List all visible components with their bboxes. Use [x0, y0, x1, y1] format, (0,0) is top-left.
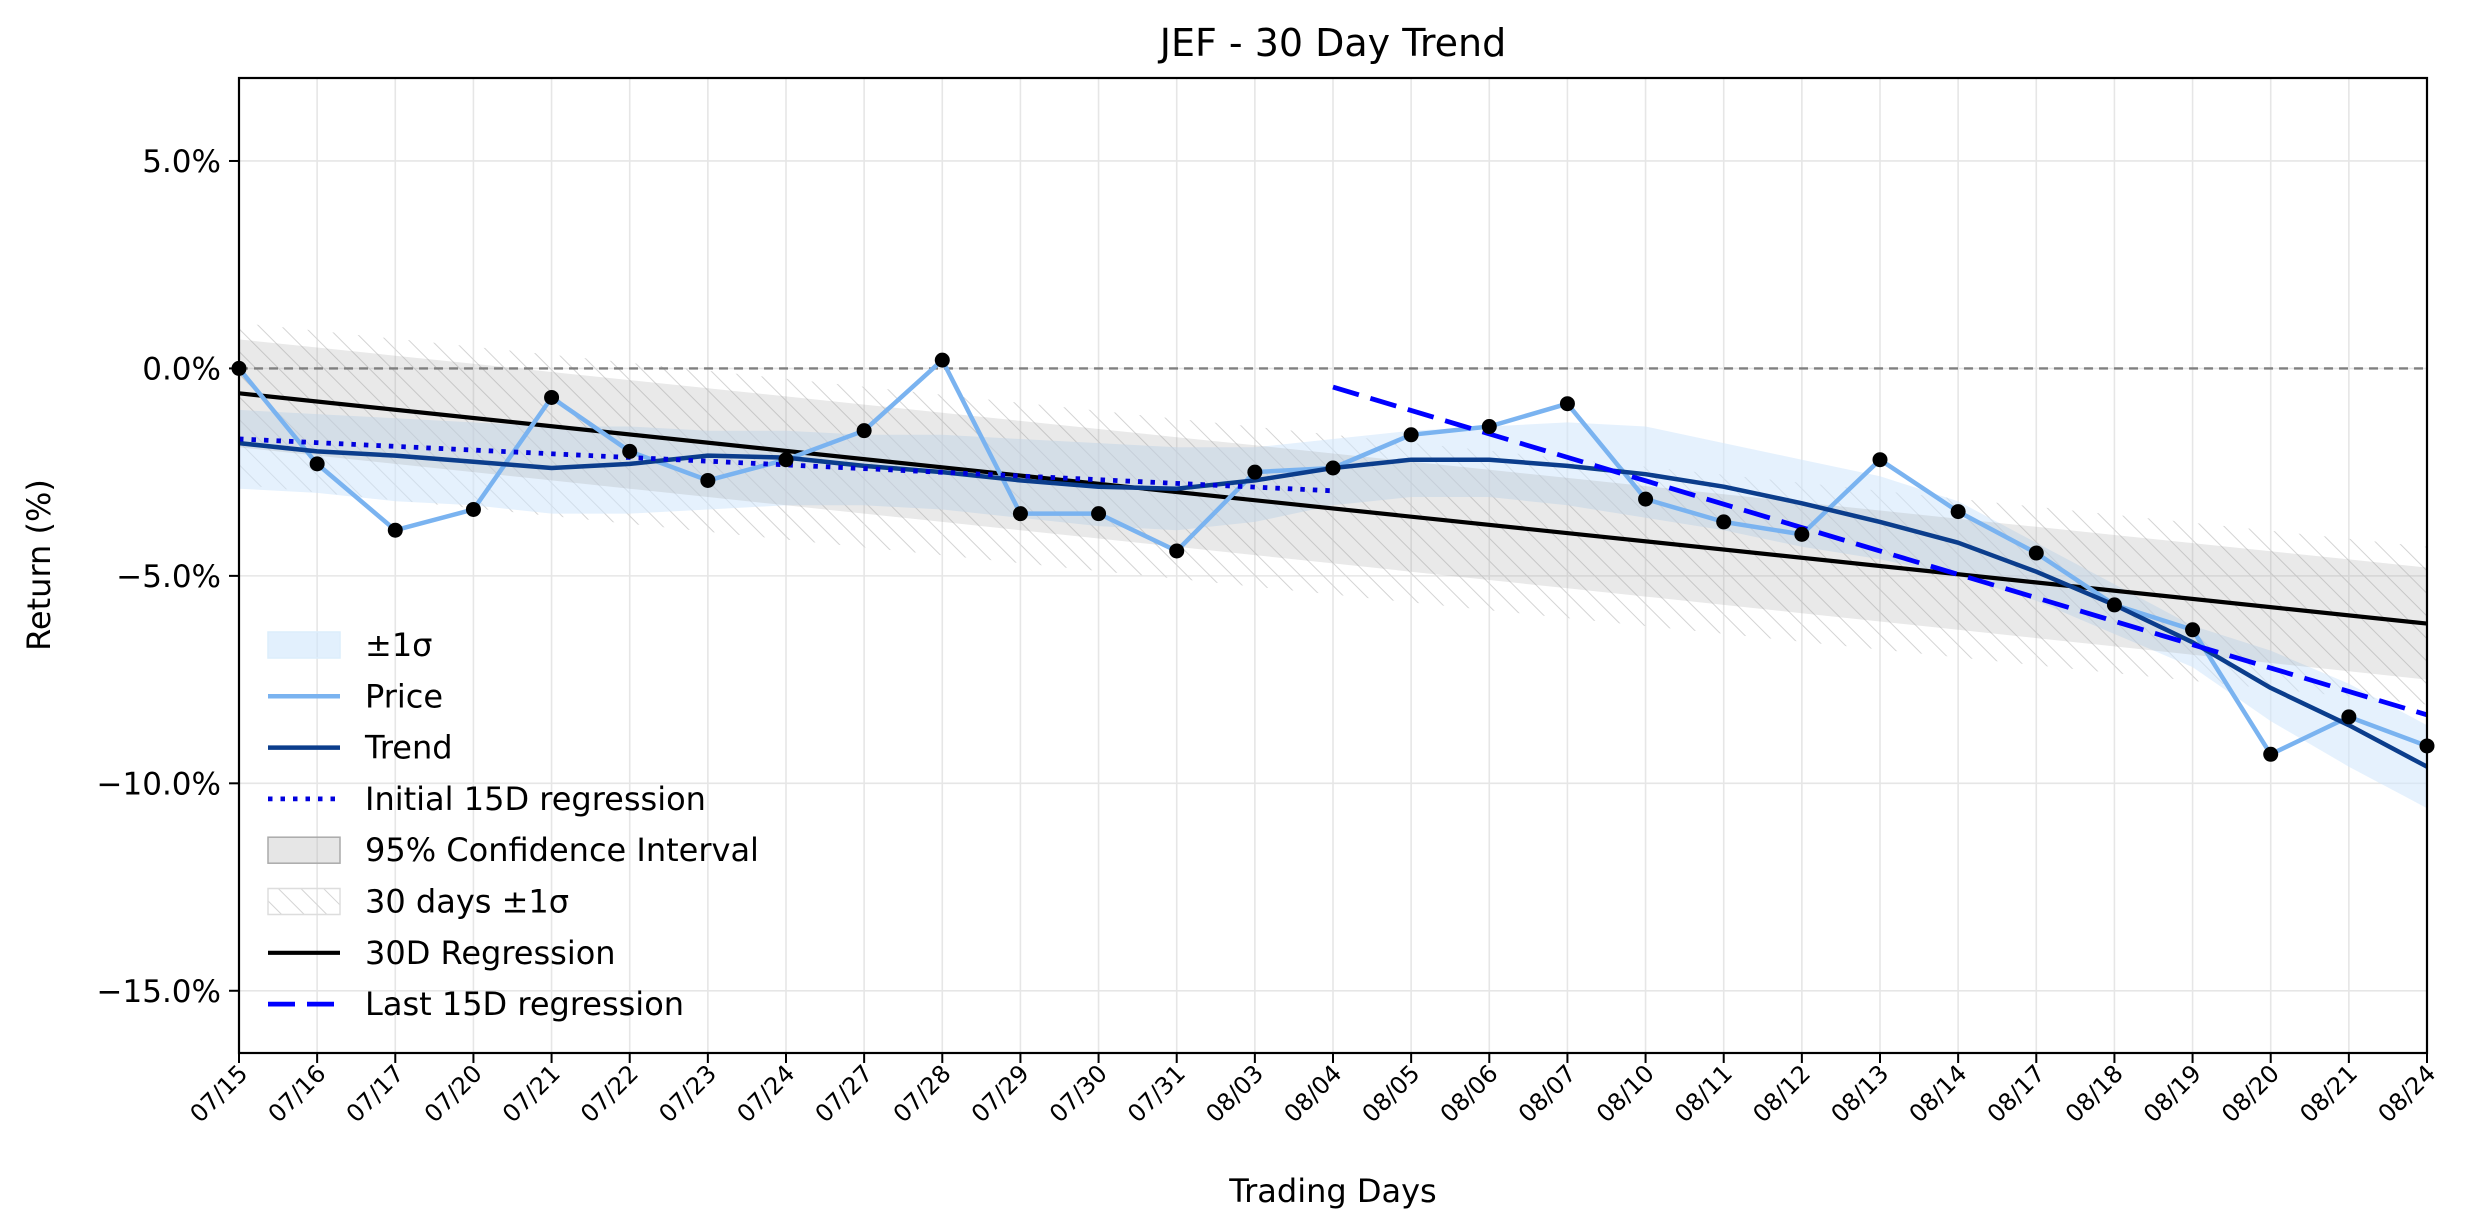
price-point — [309, 456, 325, 472]
legend-item: Price — [268, 677, 443, 715]
x-tick-label: 07/27 — [810, 1059, 879, 1128]
y-tick-label: −15.0% — [97, 974, 221, 1010]
x-tick-label: 07/16 — [263, 1059, 332, 1128]
legend-label: 30D Regression — [365, 934, 616, 972]
legend-item: 95% Confidence Interval — [267, 831, 759, 869]
x-tick-label: 07/17 — [341, 1059, 410, 1128]
price-point — [2263, 746, 2279, 762]
price-point — [856, 423, 872, 439]
x-tick-label: 08/17 — [1982, 1059, 2051, 1128]
legend-swatch — [267, 631, 341, 659]
legend-label: Price — [365, 677, 443, 715]
legend-item: 30 days ±1σ — [267, 883, 569, 921]
x-axis-label: Trading Days — [1228, 1172, 1436, 1210]
legend-label: 95% Confidence Interval — [365, 831, 759, 869]
legend-label: Trend — [364, 729, 453, 767]
legend-swatch — [267, 887, 341, 916]
price-point — [1247, 464, 1263, 480]
x-tick-label: 08/11 — [1669, 1059, 1738, 1128]
price-point — [1091, 506, 1107, 522]
legend-label: Initial 15D regression — [365, 780, 706, 818]
legend-label: ±1σ — [365, 626, 432, 664]
price-point — [387, 522, 403, 538]
y-tick-label: −10.0% — [97, 766, 221, 802]
x-tick-label: 08/18 — [2060, 1059, 2129, 1128]
legend-item: ±1σ — [267, 626, 432, 664]
x-tick-label: 08/14 — [1904, 1059, 1973, 1128]
price-point — [1638, 491, 1654, 507]
legend-item: Last 15D regression — [268, 985, 684, 1023]
x-tick-label: 07/22 — [575, 1059, 644, 1128]
x-tick-label: 08/12 — [1747, 1059, 1816, 1128]
x-tick-label: 07/15 — [185, 1059, 254, 1128]
x-tick-label: 08/20 — [2216, 1059, 2285, 1128]
price-point — [1872, 452, 1888, 468]
legend-item: Initial 15D regression — [268, 780, 706, 818]
price-point — [1325, 460, 1341, 476]
x-tick-label: 08/07 — [1513, 1059, 1582, 1128]
x-tick-label: 07/28 — [888, 1059, 957, 1128]
x-tick-label: 08/19 — [2138, 1059, 2207, 1128]
legend-label: 30 days ±1σ — [365, 883, 569, 921]
y-axis-label: Return (%) — [20, 479, 58, 651]
price-point — [1481, 419, 1497, 435]
x-tick-label: 08/13 — [1826, 1059, 1895, 1128]
hatch-band — [239, 322, 2427, 705]
y-tick-label: 5.0% — [142, 144, 221, 180]
price-point — [2341, 709, 2357, 725]
x-tick-label: 07/20 — [419, 1059, 488, 1128]
price-point — [700, 472, 716, 488]
price-point — [1559, 396, 1575, 412]
x-tick-label: 08/21 — [2294, 1059, 2363, 1128]
price-point — [544, 389, 560, 405]
price-point — [1012, 506, 1028, 522]
price-points — [231, 352, 2435, 762]
x-tick-label: 07/31 — [1122, 1059, 1191, 1128]
price-point — [934, 352, 950, 368]
price-point — [778, 452, 794, 468]
chart-title: JEF - 30 Day Trend — [1158, 21, 1507, 65]
legend: ±1σ Price Trend Initial 15D regression 95% C… — [267, 626, 759, 1023]
x-tick-label: 07/21 — [497, 1059, 566, 1128]
price-point — [2185, 622, 2201, 638]
x-tick-label: 08/06 — [1435, 1059, 1504, 1128]
price-point — [1716, 514, 1732, 530]
price-point — [1169, 543, 1185, 559]
legend-item: Trend — [268, 729, 453, 767]
x-tick-label: 07/24 — [732, 1059, 801, 1128]
price-point — [2028, 545, 2044, 561]
x-tick-label: 07/29 — [966, 1059, 1035, 1128]
price-point — [2106, 597, 2122, 613]
x-tick-label: 08/03 — [1200, 1059, 1269, 1128]
price-point — [1794, 526, 1810, 542]
sigma-band — [239, 409, 2427, 809]
legend-label: Last 15D regression — [365, 985, 684, 1023]
price-point — [465, 501, 481, 517]
x-tick-label: 08/04 — [1279, 1059, 1348, 1128]
initial-15d-regression-line — [239, 436, 1334, 494]
y-tick-label: 0.0% — [142, 351, 221, 387]
legend-item: 30D Regression — [268, 934, 616, 972]
x-tick-label: 08/10 — [1591, 1059, 1660, 1128]
price-point — [1950, 504, 1966, 520]
x-tick-label: 07/23 — [653, 1059, 722, 1128]
x-tick-label: 08/24 — [2373, 1059, 2442, 1128]
price-point — [622, 443, 638, 459]
x-tick-label: 08/05 — [1357, 1059, 1426, 1128]
x-tick-label: 07/30 — [1044, 1059, 1113, 1128]
legend-swatch — [267, 836, 341, 864]
y-tick-label: −5.0% — [116, 559, 221, 595]
price-point — [1403, 427, 1419, 443]
last-15d-regression-line — [1332, 384, 2427, 718]
